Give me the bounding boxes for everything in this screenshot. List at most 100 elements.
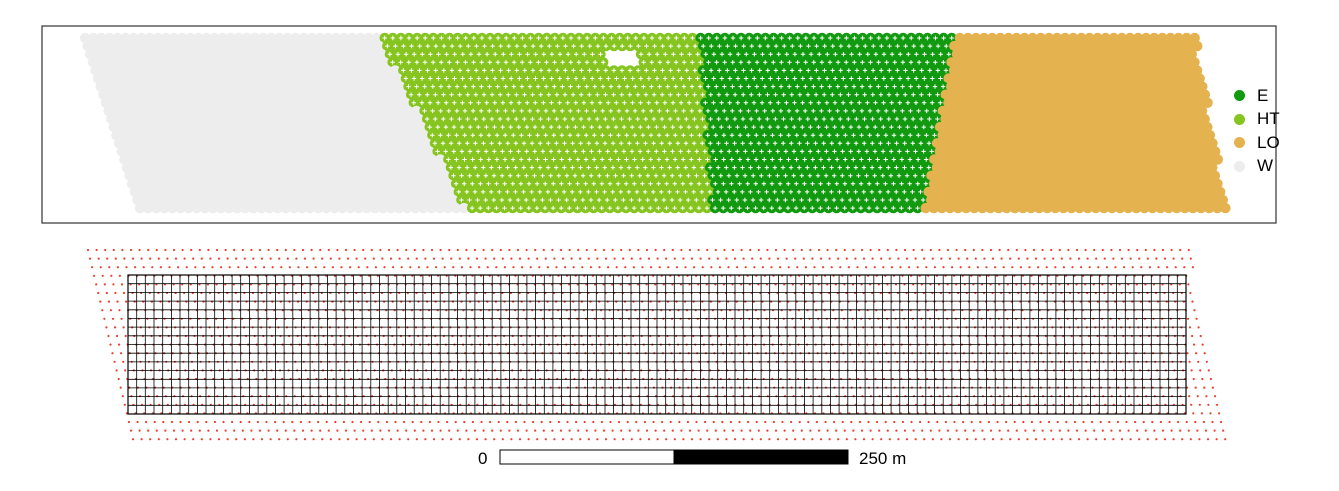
sample-point [1037,266,1040,269]
zone-point-lo [1146,49,1157,60]
zone-point-lo [1143,65,1154,76]
zone-point-lo [1119,65,1130,76]
cross-mark [439,35,444,41]
cross-mark [925,35,930,41]
zone-point-lo [1184,40,1195,52]
sample-point [97,257,100,260]
cross-mark [401,68,406,73]
sample-point [118,274,121,277]
sample-point [989,248,993,252]
sample-point [684,266,687,269]
zone-point-lo [946,57,957,68]
cross-mark [476,76,481,81]
sample-point [340,266,343,269]
zone-point-lo [1135,40,1146,52]
zone-point-lo [1108,57,1119,68]
sample-point [538,266,541,269]
sample-point [383,266,386,269]
sample-point [1071,266,1074,269]
zone-point-w [219,65,231,76]
cross-mark [403,52,409,57]
zone-point-w [311,49,323,60]
cross-mark [463,35,468,41]
sample-point [1093,248,1096,252]
zone-point-w [141,73,152,84]
zone-point-w [268,65,279,76]
cross-mark [487,35,493,41]
cross-mark [579,68,584,73]
sample-point [475,257,479,260]
cross-mark [846,43,852,49]
sample-point [914,257,917,260]
sample-point [768,257,771,260]
cross-mark [698,35,703,41]
cross-mark [738,35,744,41]
cross-mark [854,68,860,73]
sample-point [1080,266,1083,269]
cross-mark [520,60,525,65]
cross-mark [938,52,943,57]
zone-point-w [271,73,282,84]
zone-point-w [319,49,331,60]
zone-point-lo [1148,57,1160,68]
cross-mark [393,43,398,49]
sample-point [946,248,950,252]
cross-mark [768,52,773,57]
cross-mark [692,43,698,49]
cross-mark [387,52,393,57]
sample-point [353,248,356,252]
zone-point-lo [1057,49,1068,60]
sample-point [512,266,515,269]
zone-point-lo [987,32,998,44]
cross-mark [398,60,403,65]
cross-mark [525,52,530,57]
cross-mark [649,60,654,65]
zone-point-w [149,49,161,60]
cross-mark [603,68,608,73]
zone-point-w [247,49,258,60]
zone-point-lo [1156,57,1168,68]
cross-mark [741,43,746,49]
cross-mark [452,76,457,81]
zone-point-lo [997,40,1009,52]
cross-mark [830,43,835,49]
sample-point [976,266,980,269]
sample-point [103,283,106,286]
sample-point [1166,266,1169,269]
zone-point-w [230,73,241,84]
zone-point-lo [1059,57,1071,68]
sample-point [245,266,248,269]
sample-point [714,248,717,252]
zone-point-lo [1059,32,1071,44]
zone-point-w [325,65,336,76]
sample-point [344,248,348,252]
zone-point-lo [1178,49,1189,60]
cross-mark [927,68,932,73]
zone-point-w [120,57,131,68]
sample-point [933,266,937,269]
cross-mark [741,68,746,73]
sample-point [766,248,769,252]
sample-point [671,248,674,252]
cross-mark [560,60,565,65]
sample-point [787,266,790,269]
zone-point-w [252,40,263,52]
cross-mark [539,43,544,49]
zone-point-w [298,32,309,44]
sample-point [409,266,412,269]
zone-point-w [257,57,269,68]
zone-point-w [276,40,288,52]
zone-point-lo [1129,49,1141,60]
sample-point [974,257,977,260]
zone-point-w [157,73,169,84]
zone-point-lo [1097,49,1108,60]
sample-point [254,266,257,269]
cross-mark [565,52,571,57]
sample-point [1069,257,1072,260]
sample-point [243,257,246,260]
zone-point-lo [1124,57,1135,68]
cross-mark [425,43,430,49]
zone-point-lo [951,49,963,60]
cross-mark [714,35,719,41]
cross-mark [549,76,554,81]
